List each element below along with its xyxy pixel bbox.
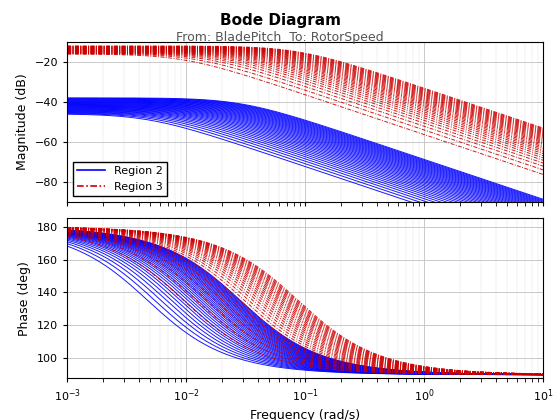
Legend: Region 2, Region 3: Region 2, Region 3 xyxy=(73,162,167,196)
Text: From: BladePitch  To: RotorSpeed: From: BladePitch To: RotorSpeed xyxy=(176,32,384,45)
X-axis label: Frequency (rad/s): Frequency (rad/s) xyxy=(250,409,360,420)
Text: Bode Diagram: Bode Diagram xyxy=(220,13,340,28)
Y-axis label: Phase (deg): Phase (deg) xyxy=(18,261,31,336)
Y-axis label: Magnitude (dB): Magnitude (dB) xyxy=(16,74,29,170)
